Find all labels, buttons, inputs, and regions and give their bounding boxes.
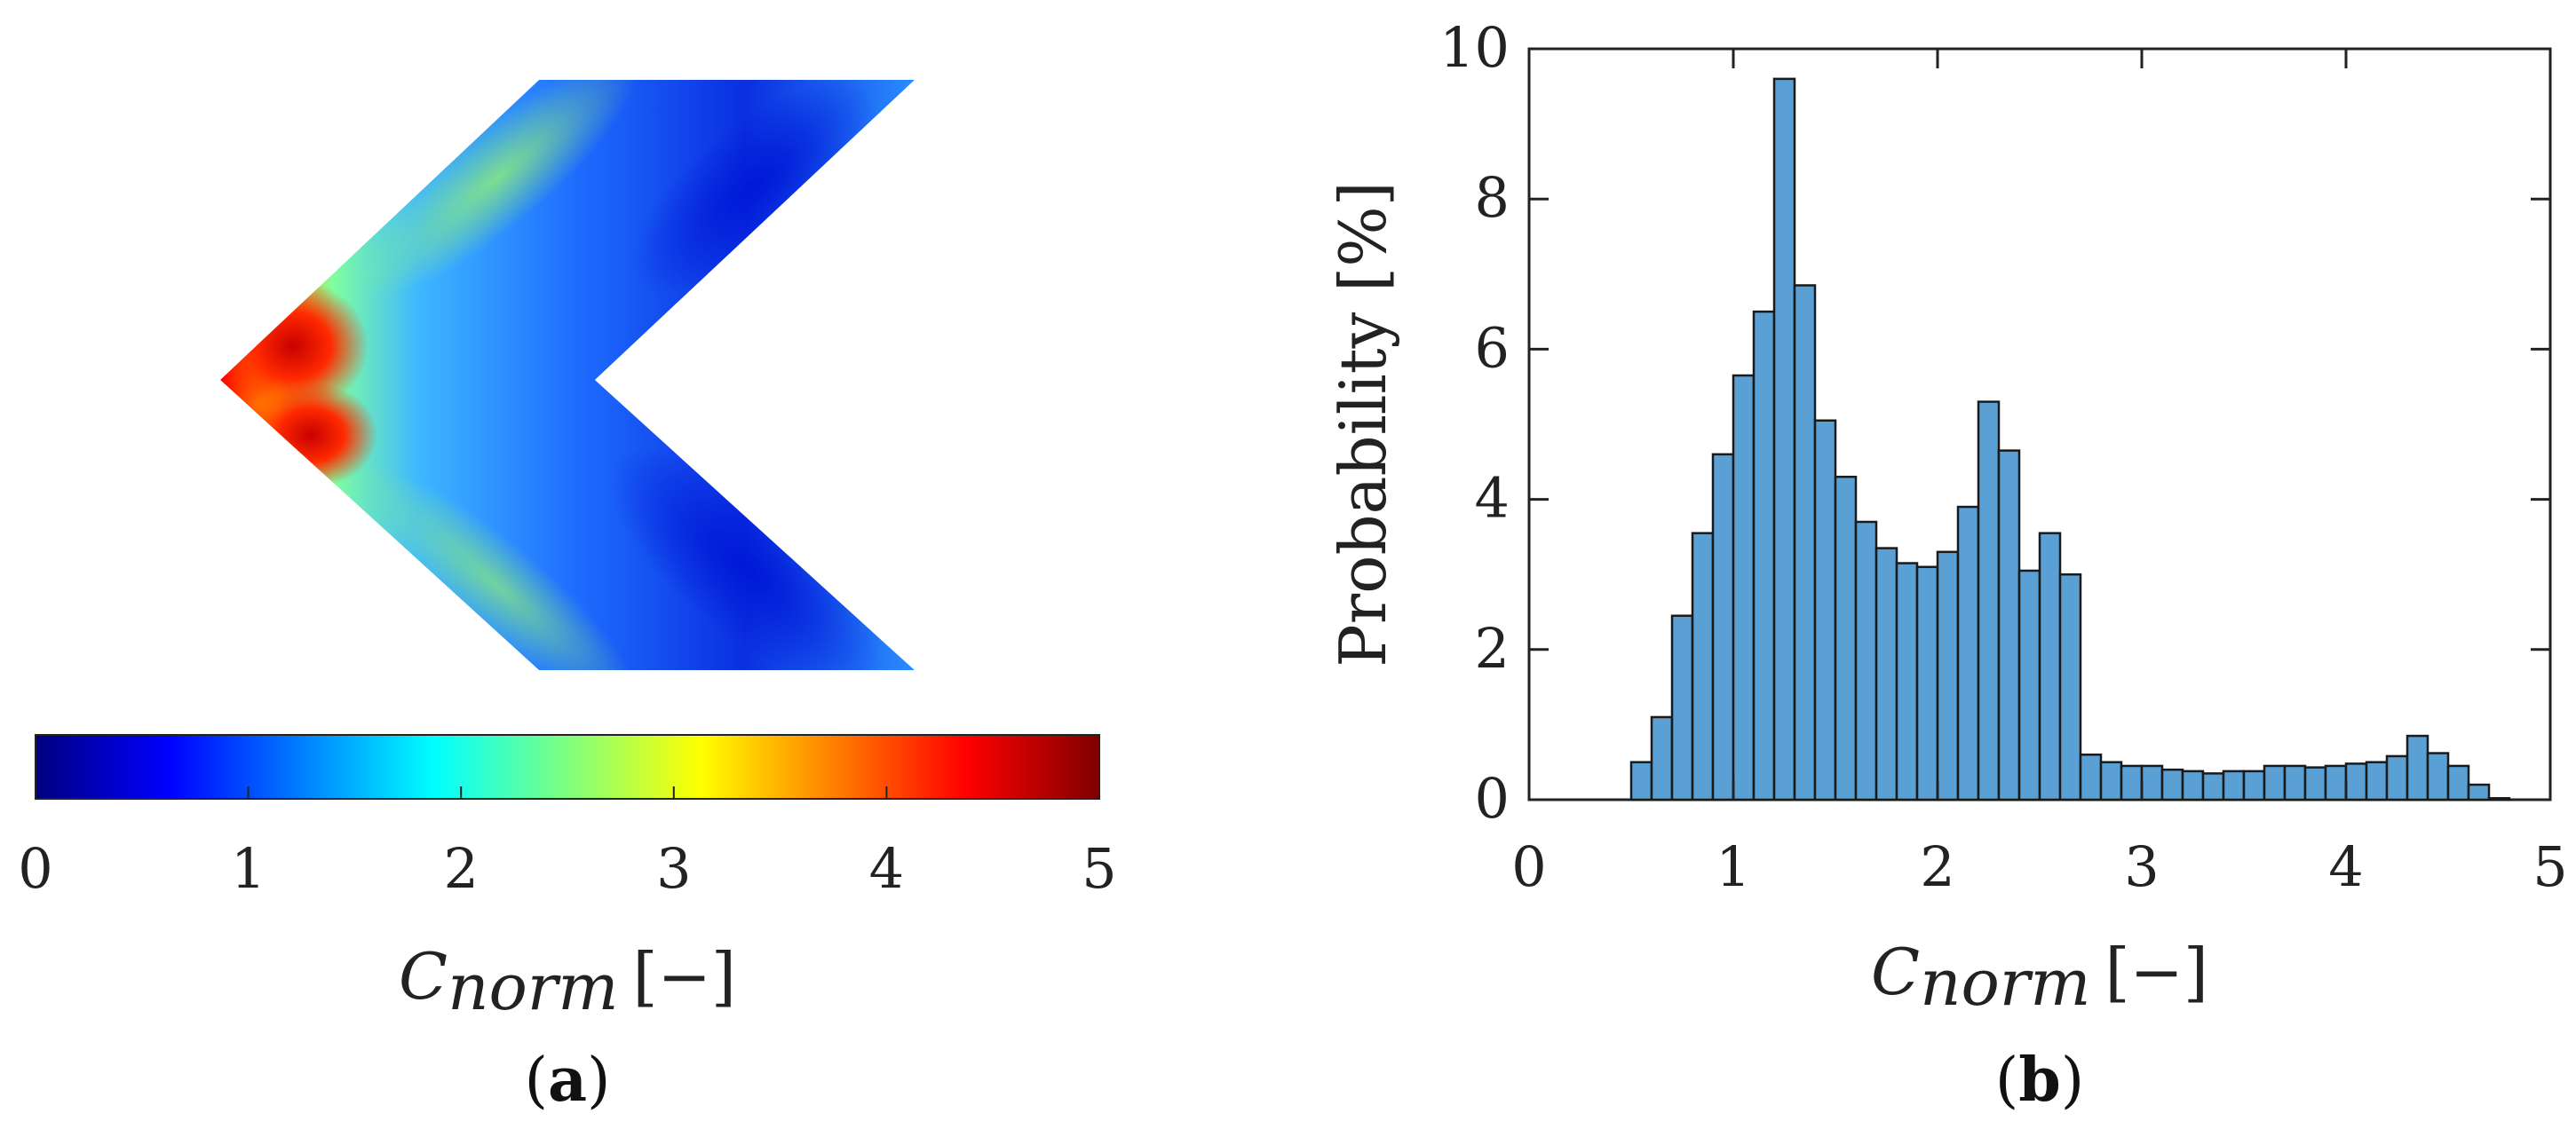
histogram-bar	[2406, 734, 2429, 801]
histogram-bar	[2140, 764, 2164, 801]
histogram-bar	[2365, 761, 2389, 801]
colorbar-label-unit: [−]	[633, 939, 737, 1014]
x-axis-label-sub: norm	[1920, 945, 2090, 1020]
y-tick-label: 6	[1475, 315, 1510, 380]
histogram-bar	[2344, 762, 2368, 801]
histogram-bar	[1650, 715, 1674, 801]
histogram-bar	[2017, 569, 2041, 801]
colorbar-tick-label: 4	[869, 836, 904, 901]
x-tick-label: 5	[2532, 834, 2567, 899]
low-zone-upper	[632, 80, 877, 295]
low-zone-lower	[609, 448, 883, 670]
x-axis-label-main: C	[1871, 935, 1920, 1009]
histogram-bar	[1732, 374, 1756, 801]
histogram-bar	[2385, 754, 2409, 801]
histogram-bar	[1772, 77, 1796, 801]
histogram-bar	[1997, 449, 2021, 801]
histogram-bar	[1895, 562, 1919, 801]
histogram-bar	[2160, 768, 2184, 801]
histogram-bar	[1691, 532, 1715, 801]
colorbar-tick-label: 2	[443, 836, 478, 901]
histogram-bar	[1956, 505, 1980, 801]
histogram-bar	[1854, 520, 1878, 801]
histogram-bar	[2242, 770, 2266, 801]
histogram-bar	[1915, 565, 1939, 801]
histogram-bar	[2079, 753, 2103, 801]
panel-label-a: (a)	[524, 1045, 610, 1116]
panel-label-b: (b)	[1995, 1045, 2085, 1116]
x-tick-label: 1	[1716, 834, 1750, 899]
histogram-bar	[1936, 550, 1960, 801]
histogram-bar	[2467, 783, 2491, 801]
colorbar-tick-label: 0	[18, 836, 52, 901]
y-tick-label: 10	[1439, 15, 1510, 80]
colorbar-label-sub: norm	[448, 950, 618, 1024]
panel-a-field-map: 0 1 2 3 4 5 Cnorm [−] (a)	[18, 80, 1117, 1116]
y-tick-label: 4	[1475, 466, 1510, 531]
histogram-bar	[1752, 310, 1776, 801]
colorbar-label-main: C	[399, 939, 448, 1014]
histogram-bar	[2263, 764, 2287, 801]
colorbar-tick-label: 3	[656, 836, 691, 901]
x-axis-label: Cnorm [−]	[1871, 935, 2208, 1020]
y-axis-label: Probability [%]	[1326, 181, 1400, 667]
histogram-bar	[2446, 764, 2470, 801]
histogram-ticks: 0 1 2 3 4 5 0 2 4 6 8 10	[1439, 15, 2568, 899]
x-axis-label-unit: [−]	[2105, 935, 2209, 1009]
colorbar-tick-label: 5	[1082, 836, 1116, 901]
colorbar-label: Cnorm [−]	[399, 939, 736, 1024]
histogram-bar	[1834, 475, 1858, 801]
histogram-bar	[1793, 284, 1817, 801]
x-tick-label: 0	[1511, 834, 1546, 899]
y-tick-label: 8	[1475, 165, 1510, 230]
y-tick-label: 2	[1475, 616, 1510, 681]
histogram-bars	[1529, 77, 2511, 801]
histogram-bar	[1875, 547, 1898, 801]
colorbar-tick-label: 1	[231, 836, 266, 901]
histogram-bar	[2283, 764, 2307, 801]
histogram-bar	[1977, 400, 2001, 801]
histogram-bar	[1629, 761, 1653, 801]
x-tick-label: 4	[2328, 834, 2363, 899]
histogram-bar	[1670, 614, 1694, 801]
histogram-bar	[2487, 797, 2511, 801]
mid-zone-upper	[357, 80, 638, 298]
mid-zone-lower	[358, 466, 637, 670]
histogram-bar	[1711, 453, 1735, 801]
histogram-bar	[2201, 772, 2225, 801]
x-tick-label: 2	[1920, 834, 1954, 899]
colorbar	[35, 734, 1100, 800]
histogram-bar	[2181, 770, 2205, 801]
hotspot-lower	[244, 382, 377, 488]
histogram-bar	[2058, 572, 2082, 801]
histogram-bar	[2222, 770, 2246, 801]
x-tick-label: 3	[2124, 834, 2159, 899]
histogram-bar	[2120, 764, 2144, 801]
colorbar-ticks: 0 1 2 3 4 5	[18, 786, 1117, 901]
histogram-bar	[2426, 752, 2450, 801]
histogram-bar	[2038, 532, 2062, 801]
y-tick-label: 0	[1475, 766, 1510, 831]
histogram-bar	[2303, 766, 2327, 801]
histogram-bar	[1813, 419, 1837, 801]
panel-b-histogram: 0 1 2 3 4 5 0 2 4 6 8 10 Probability [%] Cnorm [−] (…	[1326, 15, 2568, 1116]
histogram-bar	[2099, 761, 2123, 801]
histogram-bar	[2324, 764, 2348, 801]
